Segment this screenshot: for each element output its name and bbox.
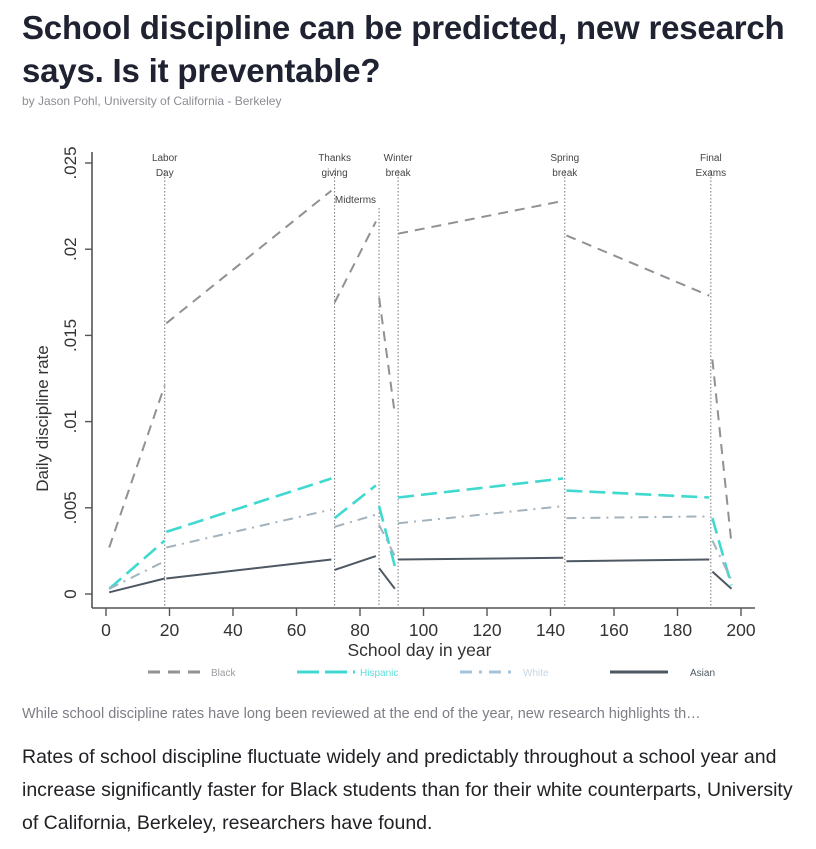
series-line-white [108, 560, 166, 590]
x-axis-label: School day in year [348, 640, 492, 660]
legend-label-white: White [523, 668, 549, 679]
series-line-black [711, 359, 733, 545]
series-line-hispanic [711, 517, 733, 586]
event-label: Thanks [318, 153, 351, 164]
event-label: Winter [384, 153, 414, 164]
event-label: break [552, 168, 578, 179]
series-line-white [397, 505, 564, 525]
series-line-white [566, 515, 710, 520]
event-label: Final [700, 153, 722, 164]
series-line-white [334, 513, 377, 528]
series-line-asian [334, 555, 377, 571]
y-tick-label: .01 [61, 410, 80, 434]
series-line-black [165, 189, 333, 325]
series-line-asian [711, 570, 733, 590]
series-line-black [378, 297, 396, 415]
legend: Black Hispanic White Asian [148, 668, 715, 679]
x-tick-label: 200 [726, 620, 755, 640]
series-lines [108, 189, 733, 594]
x-tick-label: 120 [472, 620, 501, 640]
y-axis-label: Daily discipline rate [33, 345, 52, 491]
y-tick-label: .015 [61, 319, 80, 352]
series-line-hispanic [566, 489, 710, 499]
series-line-asian [108, 577, 165, 594]
series-line-white [166, 508, 332, 549]
article-byline: by Jason Pohl, University of California … [22, 94, 282, 108]
series-line-hispanic [333, 484, 377, 520]
event-label: Spring [550, 153, 579, 164]
figure-caption[interactable]: While school discipline rates have long … [22, 706, 701, 722]
event-markers: Labor Day Thanks giving Midterms Winter break S… [152, 153, 726, 606]
y-tick-label: .005 [61, 491, 80, 524]
event-label: Day [156, 168, 174, 179]
series-line-hispanic [397, 477, 564, 499]
series-line-white [378, 524, 396, 557]
legend-label-black: Black [211, 668, 236, 679]
legend-label-hispanic: Hispanic [360, 668, 398, 679]
article-title: School discipline can be predicted, new … [22, 9, 785, 89]
x-tick-label: 0 [101, 620, 111, 640]
x-tick-label: 80 [350, 620, 370, 640]
x-tick-label: 20 [160, 620, 180, 640]
y-tick-label: .02 [61, 237, 80, 261]
x-tick-label: 60 [287, 620, 307, 640]
event-label: Labor [152, 153, 178, 164]
y-tick-label: 0 [61, 589, 80, 598]
series-line-black [566, 234, 710, 297]
y-tick-label: .025 [61, 146, 80, 179]
x-tick-label: 140 [536, 620, 565, 640]
series-line-asian [398, 556, 564, 561]
series-line-hispanic [108, 539, 166, 590]
series-line-asian [378, 567, 396, 590]
series-line-black [333, 221, 377, 304]
event-label: Midterms [335, 195, 376, 206]
x-tick-label: 40 [223, 620, 243, 640]
event-label: Exams [696, 168, 727, 179]
legend-label-asian: Asian [690, 668, 715, 679]
series-line-hispanic [165, 477, 332, 534]
x-tick-label: 180 [663, 620, 692, 640]
series-line-asian [166, 558, 332, 580]
article-figure: Labor Day Thanks giving Midterms Winter break S… [0, 130, 816, 690]
discipline-rate-chart: Labor Day Thanks giving Midterms Winter break S… [33, 146, 756, 679]
article-body: Rates of school discipline fluctuate wid… [22, 746, 793, 834]
event-label: giving [322, 168, 348, 179]
series-line-black [108, 385, 166, 548]
series-line-black [397, 199, 564, 235]
event-label: break [386, 168, 412, 179]
series-line-white [711, 540, 733, 581]
axes: 0 .005 .01 .015 .02 .025 Daily discipline rate… [33, 146, 756, 660]
x-tick-label: 160 [599, 620, 628, 640]
series-line-asian [566, 558, 710, 563]
x-tick-label: 100 [409, 620, 438, 640]
series-line-hispanic [377, 505, 397, 567]
